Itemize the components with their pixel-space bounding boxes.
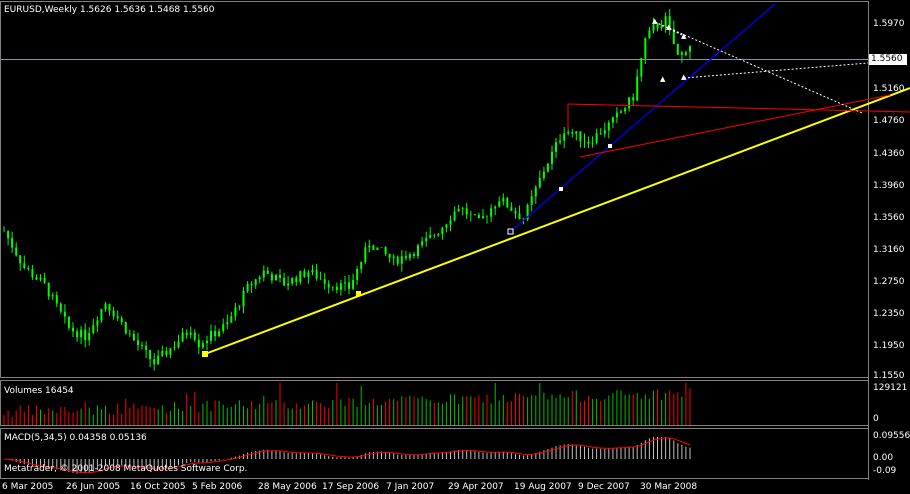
chart-title: EURUSD,Weekly 1.5626 1.5636 1.5468 1.556… bbox=[4, 5, 215, 15]
time-tick: 16 Oct 2005 bbox=[130, 482, 186, 492]
price-tick: 1.5970 bbox=[873, 19, 905, 29]
volume-bars bbox=[3, 383, 691, 425]
time-tick: 5 Feb 2006 bbox=[192, 482, 243, 492]
white-dotted-top[interactable] bbox=[654, 21, 685, 37]
blue-mid-handle[interactable] bbox=[559, 187, 563, 191]
volumes-label: Volumes 16454 bbox=[4, 386, 74, 396]
red-channel-lower[interactable] bbox=[579, 94, 891, 158]
fractal-arrow-4: ▲ bbox=[660, 75, 666, 83]
fractal-arrow-3: ▲ bbox=[681, 32, 687, 40]
main-trendline[interactable] bbox=[204, 87, 910, 355]
blue-mid-handle-2[interactable] bbox=[608, 144, 612, 148]
price-tick: 1.4360 bbox=[873, 149, 905, 159]
time-tick: 28 May 2006 bbox=[258, 482, 317, 492]
macd-axis-max: 0.09556 bbox=[873, 431, 910, 441]
fractal-arrow-2: ▲ bbox=[666, 23, 672, 31]
price-tick: 1.4760 bbox=[873, 116, 905, 126]
price-tick: 1.2350 bbox=[873, 309, 905, 319]
candles-layer bbox=[3, 9, 691, 371]
volumes-axis-zero: 0 bbox=[873, 414, 879, 424]
time-tick: 6 Mar 2005 bbox=[2, 482, 54, 492]
price-tick: 1.3960 bbox=[873, 181, 905, 191]
time-tick: 26 Jun 2005 bbox=[66, 482, 121, 492]
price-tick: 1.3560 bbox=[873, 213, 905, 223]
red-channel-upper[interactable] bbox=[567, 103, 910, 113]
time-tick: 9 Dec 2007 bbox=[578, 482, 630, 492]
macd-axis-zero: 0.00 bbox=[873, 453, 894, 463]
price-tick: 1.3160 bbox=[873, 245, 905, 255]
blue-trendline[interactable] bbox=[509, 3, 776, 233]
price-tick: 1.1550 bbox=[873, 371, 905, 381]
volumes-axis-max: 129121 bbox=[873, 383, 908, 393]
time-tick: 30 Mar 2008 bbox=[640, 482, 698, 492]
copyright-label: Metatrader, © 2001-2008 MetaQuotes Softw… bbox=[4, 464, 248, 474]
time-tick: 17 Sep 2006 bbox=[322, 482, 380, 492]
macd-label: MACD(5,34,5) 0.04358 0.05136 bbox=[4, 433, 147, 443]
white-dotted-lower[interactable] bbox=[683, 62, 869, 79]
fractal-arrow-5: ▲ bbox=[681, 73, 687, 81]
time-tick: 7 Jan 2007 bbox=[386, 482, 435, 492]
price-tick: 1.2750 bbox=[873, 277, 905, 287]
current-price-label: 1.5560 bbox=[869, 54, 907, 65]
trendline-mid-handle[interactable] bbox=[356, 291, 361, 296]
macd-signal-line bbox=[3, 437, 691, 474]
time-tick: 29 Apr 2007 bbox=[448, 482, 504, 492]
price-tick: 1.1950 bbox=[873, 341, 905, 351]
time-tick: 19 Aug 2007 bbox=[514, 482, 572, 492]
trendline-anchor-handle[interactable] bbox=[202, 351, 208, 357]
blue-anchor-handle[interactable] bbox=[507, 228, 514, 235]
macd-axis-min: -0.09 bbox=[873, 466, 897, 476]
main-panel-frame bbox=[0, 1, 869, 378]
white-dotted-upper[interactable] bbox=[654, 21, 863, 114]
fractal-arrow-1: ▲ bbox=[652, 17, 658, 25]
price-tick: 1.5160 bbox=[873, 84, 905, 94]
macd-histogram bbox=[7, 436, 691, 474]
